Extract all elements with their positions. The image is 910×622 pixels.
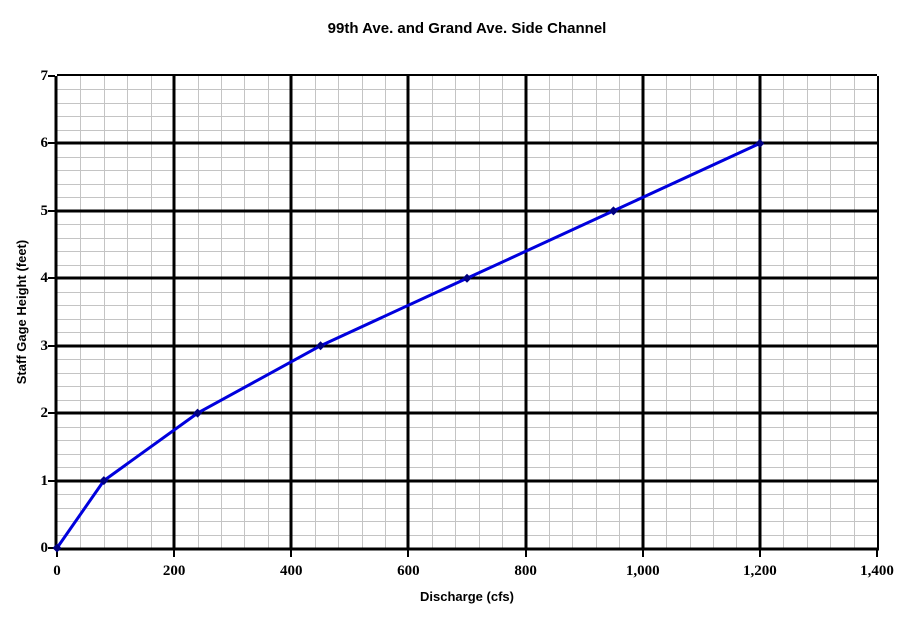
x-tick-label: 800 [514, 563, 537, 579]
y-axis-title: Staff Gage Height (feet) [14, 239, 29, 385]
data-point-marker [462, 273, 472, 283]
y-tick-label: 1 [40, 472, 49, 489]
y-tick-label: 7 [40, 68, 49, 84]
data-point-marker [193, 408, 203, 418]
y-tick-label: 0 [40, 540, 49, 556]
data-point-marker [755, 138, 765, 148]
y-tick-label: 2 [40, 405, 49, 422]
x-axis-title: Discharge (cfs) [420, 589, 514, 604]
data-point-marker [52, 543, 62, 553]
plot-frame [54, 74, 879, 551]
chart-title: 99th Ave. and Grand Ave. Side Channel [327, 20, 607, 37]
x-tick-label: 400 [280, 563, 303, 579]
y-tick-label: 5 [40, 202, 49, 219]
y-tick-label: 4 [40, 270, 49, 287]
data-point-marker [99, 476, 109, 486]
x-tick-label: 1,200 [742, 563, 777, 579]
x-tick-label: 1,400 [860, 563, 894, 579]
plot-background [57, 76, 877, 548]
y-tick-label: 6 [40, 135, 49, 152]
data-point-marker [316, 341, 326, 351]
x-tick-label: 600 [397, 563, 420, 579]
x-tick-label: 0 [53, 563, 61, 579]
x-tick-label: 200 [162, 563, 186, 579]
minor-gridlines [57, 76, 877, 548]
y-tick-label: 3 [40, 337, 49, 354]
x-tick-label: 1,000 [625, 563, 660, 579]
data-point-marker [608, 206, 618, 216]
